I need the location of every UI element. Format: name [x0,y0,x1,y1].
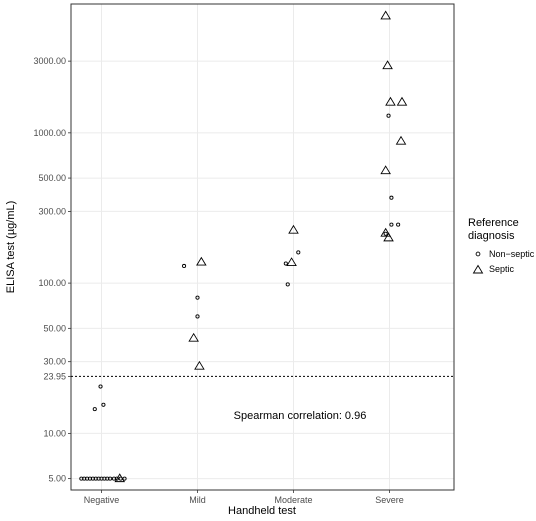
data-point-septic [382,60,393,70]
x-tick-label: Negative [84,495,120,505]
data-point-non-septic [389,195,394,200]
data-point-septic [395,135,407,145]
data-point-septic [188,332,199,342]
y-axis-ticks: 5.00 10.00 30.00 50.00 100.00 300.00 500.00 100… [33,56,71,484]
data-point-septic [288,224,299,234]
legend-label-non-septic: Non−septic [489,249,535,259]
data-point-non-septic [195,295,200,300]
data-point-non-septic [92,407,97,412]
data-point-non-septic [396,222,401,227]
y-tick-label: 5.00 [48,474,66,484]
data-point-septic [380,10,391,20]
y-tick-label: 10.00 [43,428,66,438]
data-point-non-septic [114,476,119,481]
data-points [79,10,408,483]
data-point-non-septic [182,263,187,269]
threshold-label: 23.95 [43,371,66,381]
y-tick-label: 500.00 [38,173,66,183]
x-tick-label: Severe [375,495,404,505]
legend-title-line-1: Reference [468,217,519,229]
data-point-non-septic [283,261,288,266]
legend-triangle-marker [472,264,484,274]
data-point-septic [194,360,205,370]
y-tick-label: 30.00 [43,357,66,367]
x-tick-label: Moderate [274,495,312,505]
data-point-non-septic [383,231,388,236]
legend-dot-marker [475,251,481,257]
annotation-spearman: Spearman correlation: 0.96 [234,410,367,422]
legend: Reference diagnosis Non−septic Septic [468,217,535,274]
data-point-non-septic [195,314,200,319]
y-tick-label: 300.00 [38,206,66,216]
y-tick-label: 100.00 [38,278,66,288]
data-point-septic [380,165,391,175]
grid-lines [71,4,454,490]
data-point-septic [114,473,126,483]
data-point-non-septic [285,282,290,287]
legend-label-septic: Septic [489,264,515,274]
data-point-non-septic [98,384,103,389]
y-tick-label: 1000.00 [33,128,66,138]
y-tick-label: 3000.00 [33,56,66,66]
data-point-non-septic [386,113,391,118]
data-point-septic [286,257,297,267]
data-point-septic [380,227,391,237]
x-tick-label: Mild [189,495,206,505]
y-axis-title: ELISA test (µg/mL) [5,201,17,294]
data-point-non-septic [296,250,301,255]
data-point-non-septic [389,222,394,227]
data-point-septic [396,96,408,106]
plot-panel-border [70,3,455,491]
legend-title-line-2: diagnosis [468,230,515,242]
data-point-septic [385,96,396,106]
x-axis-ticks: Negative Mild Moderate Severe [84,490,404,505]
data-point-septic [383,232,394,242]
x-axis-title: Handheld test [228,505,296,517]
data-point-non-septic [101,402,106,407]
data-point-septic [196,256,207,266]
data-point-non-septic [108,476,113,481]
y-tick-label: 50.00 [43,323,66,333]
